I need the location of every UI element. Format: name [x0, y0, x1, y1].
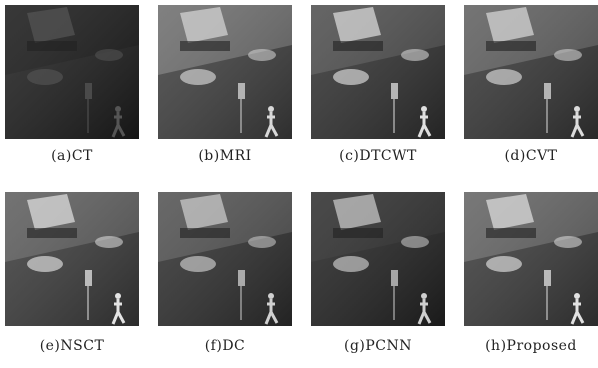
- car: [401, 236, 429, 248]
- caption: (d)CVT: [504, 148, 557, 164]
- traffic-light: [544, 83, 551, 99]
- car: [180, 256, 216, 272]
- car: [248, 236, 276, 248]
- car: [27, 69, 63, 85]
- pedestrian-head: [421, 293, 427, 299]
- caption: (a)CT: [51, 148, 93, 164]
- pole: [87, 99, 89, 133]
- caption: (g)PCNN: [344, 338, 412, 354]
- traffic-light: [85, 83, 92, 99]
- car: [248, 49, 276, 61]
- car: [401, 49, 429, 61]
- caption: (e)NSCT: [40, 338, 105, 354]
- car: [95, 236, 123, 248]
- pedestrian-head: [268, 293, 274, 299]
- pole: [87, 286, 89, 320]
- building-wall: [180, 41, 230, 51]
- traffic-light: [238, 270, 245, 286]
- panel-image: [158, 192, 292, 326]
- car: [486, 256, 522, 272]
- pole: [393, 286, 395, 320]
- traffic-light: [544, 270, 551, 286]
- caption: (f)DC: [205, 338, 246, 354]
- pole: [546, 99, 548, 133]
- panel-image: [464, 5, 598, 139]
- pole: [393, 99, 395, 133]
- panel-image: [311, 5, 445, 139]
- building-wall: [333, 41, 383, 51]
- car: [486, 69, 522, 85]
- building-wall: [486, 228, 536, 238]
- panel-image: [311, 192, 445, 326]
- pole: [240, 286, 242, 320]
- traffic-light: [391, 270, 398, 286]
- car: [27, 256, 63, 272]
- caption: (b)MRI: [198, 148, 251, 164]
- traffic-light: [85, 270, 92, 286]
- pedestrian-head: [268, 106, 274, 112]
- panel-image: [158, 5, 292, 139]
- building-wall: [27, 41, 77, 51]
- pole: [546, 286, 548, 320]
- car: [333, 256, 369, 272]
- building-wall: [180, 228, 230, 238]
- building-wall: [27, 228, 77, 238]
- pole: [240, 99, 242, 133]
- car: [180, 69, 216, 85]
- building-wall: [333, 228, 383, 238]
- caption: (c)DTCWT: [339, 148, 417, 164]
- figure: (a)CT (b)MRI (c)DTCWT (d)CVT (e)NSCT (f)DC (g)…: [0, 0, 598, 364]
- building-wall: [486, 41, 536, 51]
- traffic-light: [391, 83, 398, 99]
- car: [554, 236, 582, 248]
- caption: (h)Proposed: [485, 338, 577, 354]
- pedestrian-head: [421, 106, 427, 112]
- panel-image: [5, 192, 139, 326]
- pedestrian-head: [115, 106, 121, 112]
- car: [554, 49, 582, 61]
- traffic-light: [238, 83, 245, 99]
- car: [333, 69, 369, 85]
- pedestrian-head: [574, 293, 580, 299]
- pedestrian-head: [115, 293, 121, 299]
- car: [95, 49, 123, 61]
- panel-image: [5, 5, 139, 139]
- pedestrian-head: [574, 106, 580, 112]
- panel-image: [464, 192, 598, 326]
